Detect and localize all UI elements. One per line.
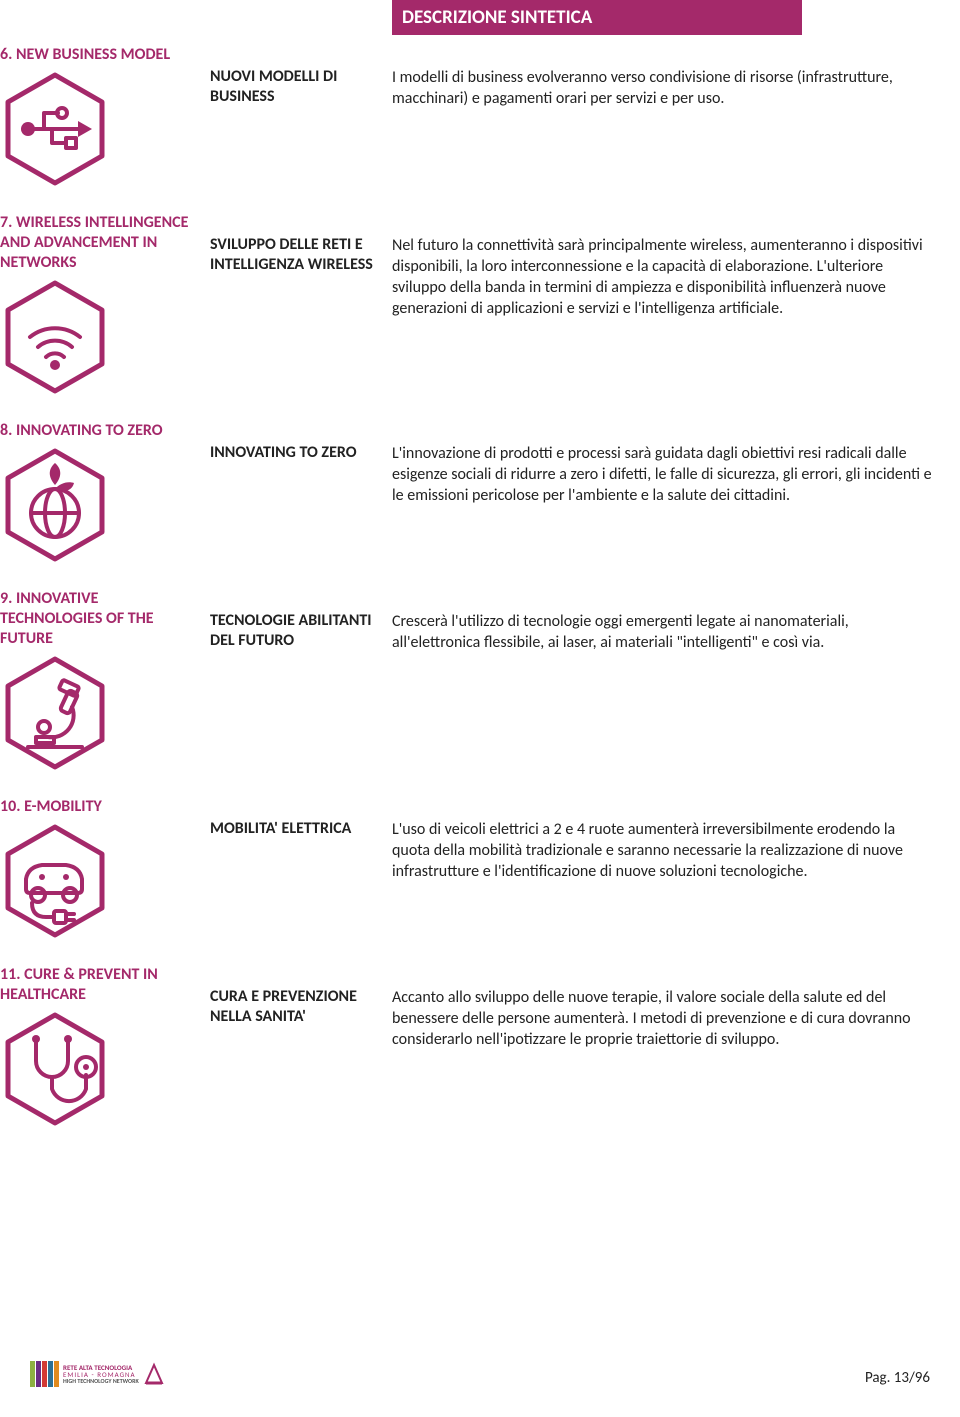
row-mid: CURA E PREVENZIONE NELLA SANITA': [210, 965, 392, 1135]
hex-icon: [0, 823, 110, 947]
row-left: 9. INNOVATIVE TECHNOLOGIES OF THE FUTURE: [0, 589, 210, 779]
footer: RETE ALTA TECNOLOGIA EMILIA - ROMAGNA HI…: [30, 1361, 930, 1387]
row-title: 9. INNOVATIVE TECHNOLOGIES OF THE FUTURE: [0, 589, 202, 649]
row-mid: MOBILITA' ELETTRICA: [210, 797, 392, 947]
logo-stripe: [42, 1361, 47, 1387]
hex-icon: [0, 1011, 110, 1135]
row-title: 11. CURE & PREVENT IN HEALTHCARE: [0, 965, 202, 1005]
row-title: 7. WIRELESS INTELLINGENCE AND ADVANCEMEN…: [0, 213, 202, 273]
row-desc: Crescerà l'utilizzo di tecnologie oggi e…: [392, 589, 932, 779]
row-mid-label: INNOVATING TO ZERO: [210, 443, 378, 463]
footer-logo: RETE ALTA TECNOLOGIA EMILIA - ROMAGNA HI…: [30, 1361, 165, 1387]
hex-icon: [0, 655, 110, 779]
row-desc: Accanto allo sviluppo delle nuove terapi…: [392, 965, 932, 1135]
row-mid-label: MOBILITA' ELETTRICA: [210, 819, 378, 839]
row-mid-label: NUOVI MODELLI DI BUSINESS: [210, 67, 378, 107]
row-2: 8. INNOVATING TO ZERO INNOVATING TO ZERO L…: [0, 421, 960, 571]
hex-icon: [0, 447, 110, 571]
logo-stripe: [30, 1361, 35, 1387]
row-desc: Nel futuro la connettività sarà principa…: [392, 213, 932, 403]
row-desc: I modelli di business evolveranno verso …: [392, 45, 932, 195]
row-left: 10. E-MOBILITY: [0, 797, 210, 947]
row-mid-label: TECNOLOGIE ABILITANTI DEL FUTURO: [210, 611, 378, 651]
row-mid-label: SVILUPPO DELLE RETI E INTELLIGENZA WIREL…: [210, 235, 378, 275]
row-0: 6. NEW BUSINESS MODEL NUOVI MODELLI DI BU…: [0, 45, 960, 195]
row-title: 8. INNOVATING TO ZERO: [0, 421, 202, 441]
row-desc: L'uso di veicoli elettrici a 2 e 4 ruote…: [392, 797, 932, 947]
row-title: 10. E-MOBILITY: [0, 797, 202, 817]
logo-stripe: [48, 1361, 53, 1387]
row-mid: TECNOLOGIE ABILITANTI DEL FUTURO: [210, 589, 392, 779]
row-left: 7. WIRELESS INTELLINGENCE AND ADVANCEMEN…: [0, 213, 210, 403]
row-mid: NUOVI MODELLI DI BUSINESS: [210, 45, 392, 195]
rows-container: 6. NEW BUSINESS MODEL NUOVI MODELLI DI BU…: [0, 45, 960, 1135]
page-number: Pag. 13/96: [865, 1369, 930, 1387]
row-left: 11. CURE & PREVENT IN HEALTHCARE: [0, 965, 210, 1135]
row-left: 8. INNOVATING TO ZERO: [0, 421, 210, 571]
section-header: DESCRIZIONE SINTETICA: [392, 0, 802, 35]
row-mid: INNOVATING TO ZERO: [210, 421, 392, 571]
row-3: 9. INNOVATIVE TECHNOLOGIES OF THE FUTURE…: [0, 589, 960, 779]
logo-line3: HIGH TECHNOLOGY NETWORK: [63, 1378, 139, 1384]
row-left: 6. NEW BUSINESS MODEL: [0, 45, 210, 195]
row-mid: SVILUPPO DELLE RETI E INTELLIGENZA WIREL…: [210, 213, 392, 403]
hex-icon: [0, 71, 110, 195]
logo-stripe: [54, 1361, 59, 1387]
row-5: 11. CURE & PREVENT IN HEALTHCARECURA E P…: [0, 965, 960, 1135]
row-desc: L'innovazione di prodotti e processi sar…: [392, 421, 932, 571]
logo-stripe: [36, 1361, 41, 1387]
logo-mark-icon: [143, 1361, 165, 1387]
row-4: 10. E-MOBILITY MOBILITA' ELETTRICA L'uso d…: [0, 797, 960, 947]
row-title: 6. NEW BUSINESS MODEL: [0, 45, 202, 65]
row-mid-label: CURA E PREVENZIONE NELLA SANITA': [210, 987, 378, 1027]
hex-icon: [0, 279, 110, 403]
row-1: 7. WIRELESS INTELLINGENCE AND ADVANCEMEN…: [0, 213, 960, 403]
